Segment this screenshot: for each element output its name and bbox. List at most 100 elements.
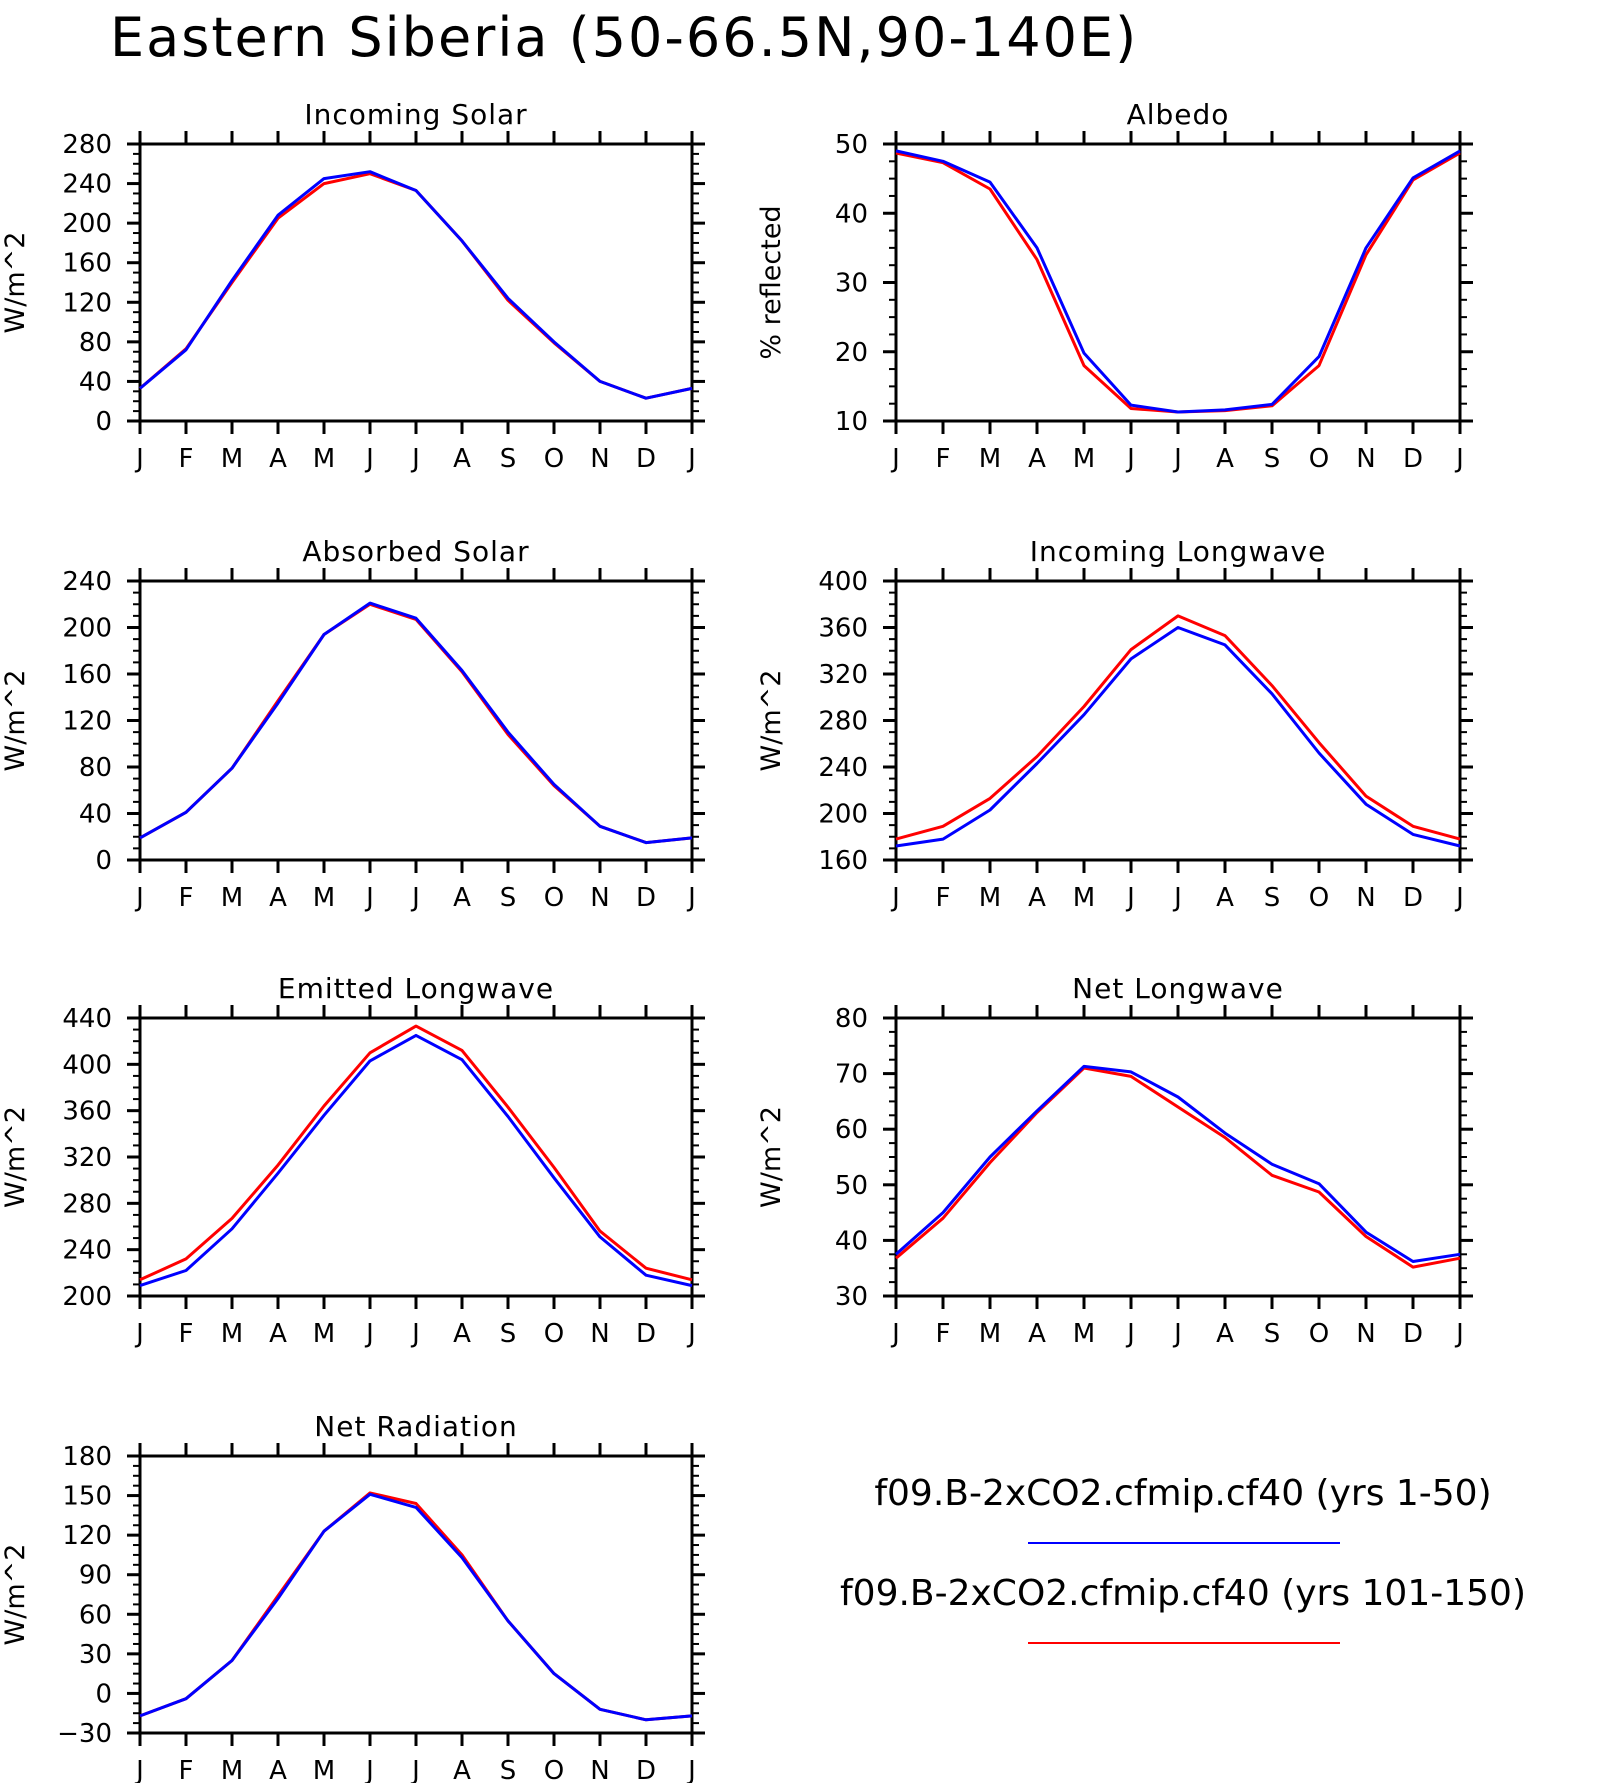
y-tick-label: 400	[62, 1050, 112, 1080]
y-tick-label: 40	[835, 1226, 868, 1256]
y-tick-label: 240	[62, 567, 112, 597]
plot-frame	[894, 142, 1462, 423]
plot-frame	[894, 1016, 1462, 1298]
x-tick-label: M	[979, 1319, 1001, 1349]
x-tick-label: M	[313, 444, 335, 474]
x-tick-label: J	[1454, 1319, 1464, 1349]
y-tick-label: 200	[818, 800, 868, 830]
plot-frame	[138, 1016, 694, 1298]
x-tick-label: J	[364, 444, 374, 474]
x-tick-label: N	[590, 1756, 609, 1783]
x-tick-label: J	[134, 883, 144, 913]
x-tick-label: J	[686, 883, 696, 913]
y-tick-label: 180	[62, 1442, 112, 1472]
series-line-yrs-101-150	[895, 614, 1461, 841]
y-axis-label: W/m^2	[756, 1106, 787, 1208]
y-tick-label: 70	[835, 1060, 868, 1090]
x-tick-label: D	[1403, 444, 1423, 474]
x-tick-label: S	[1264, 1319, 1281, 1349]
y-axis-label: W/m^2	[0, 232, 31, 334]
x-tick-label: A	[453, 444, 471, 474]
x-tick-label: A	[269, 1319, 287, 1349]
y-tick-label: 280	[818, 707, 868, 737]
panel-title: Incoming Longwave	[1030, 535, 1327, 568]
x-tick-label: J	[1454, 444, 1464, 474]
y-tick-label: 120	[62, 288, 112, 318]
x-tick-label: J	[1454, 883, 1464, 913]
y-tick-label: 10	[835, 407, 868, 437]
y-tick-label: 440	[62, 1004, 112, 1034]
x-tick-label: D	[1403, 883, 1423, 913]
x-tick-label: D	[636, 444, 656, 474]
legend: f09.B-2xCO2.cfmip.cf40 (yrs 1-50) f09.B-…	[840, 1473, 1526, 1644]
y-tick-label: 0	[95, 407, 112, 437]
x-tick-label: J	[890, 444, 900, 474]
y-tick-label: 240	[818, 753, 868, 783]
y-tick-label: 320	[62, 1143, 112, 1173]
y-axis-label: % reflected	[756, 205, 787, 359]
x-tick-label: J	[364, 1756, 374, 1783]
y-tick-label: 30	[835, 269, 868, 299]
x-tick-label: J	[134, 1319, 144, 1349]
y-tick-label: −30	[57, 1719, 112, 1749]
plot-frame	[138, 1454, 694, 1735]
x-tick-label: S	[500, 444, 517, 474]
y-tick-label: 40	[79, 367, 112, 397]
x-tick-label: O	[1309, 444, 1329, 474]
panel-title: Emitted Longwave	[278, 972, 554, 1005]
y-tick-label: 30	[79, 1640, 112, 1670]
series-line-yrs-101-150	[895, 1066, 1461, 1269]
series-line-yrs-1-50	[139, 601, 693, 845]
y-tick-label: 50	[835, 1171, 868, 1201]
panel-emitted-longwave: J F M A M J J A S O N D J200240280320360400440Emitte…	[0, 972, 705, 1349]
x-tick-label: S	[500, 1756, 517, 1783]
x-tick-label: A	[453, 883, 471, 913]
y-tick-label: 200	[62, 1282, 112, 1312]
plot-frame	[894, 579, 1462, 862]
y-tick-label: 280	[62, 1189, 112, 1219]
y-tick-label: 120	[62, 707, 112, 737]
y-tick-label: 200	[62, 614, 112, 644]
x-tick-label: J	[134, 1756, 144, 1783]
series-line-yrs-101-150	[139, 602, 693, 845]
x-tick-label: O	[544, 1756, 564, 1783]
y-tick-label: 160	[818, 846, 868, 876]
x-tick-label: M	[221, 1756, 243, 1783]
panel-title: Net Longwave	[1072, 972, 1284, 1005]
x-tick-label: F	[179, 444, 194, 474]
y-tick-label: 90	[79, 1561, 112, 1591]
x-tick-label: J	[364, 1319, 374, 1349]
panel-title: Net Radiation	[314, 1410, 517, 1443]
plot-frame	[138, 142, 694, 423]
x-tick-label: A	[453, 1319, 471, 1349]
series-line-yrs-101-150	[139, 1491, 693, 1722]
y-tick-label: 20	[835, 338, 868, 368]
series-line-yrs-1-50	[895, 149, 1461, 414]
y-tick-label: 0	[95, 846, 112, 876]
y-tick-label: 30	[835, 1282, 868, 1312]
y-tick-label: 200	[62, 209, 112, 239]
y-tick-label: 160	[62, 249, 112, 279]
x-tick-label: J	[410, 883, 420, 913]
x-tick-label: J	[1172, 883, 1182, 913]
x-tick-label: F	[936, 444, 951, 474]
x-tick-label: N	[1356, 444, 1375, 474]
figure-title: Eastern Siberia (50-66.5N,90-140E)	[110, 6, 1138, 69]
legend-label-series1: f09.B-2xCO2.cfmip.cf40 (yrs 1-50)	[874, 1473, 1491, 1514]
y-tick-label: 60	[835, 1115, 868, 1145]
x-tick-label: J	[890, 883, 900, 913]
y-tick-label: 240	[62, 1236, 112, 1266]
x-tick-label: A	[1216, 1319, 1234, 1349]
x-tick-label: J	[1125, 1319, 1135, 1349]
x-tick-label: A	[1028, 1319, 1046, 1349]
x-tick-label: S	[1264, 883, 1281, 913]
x-tick-label: N	[1356, 883, 1375, 913]
x-tick-label: A	[453, 1756, 471, 1783]
x-tick-label: M	[1073, 883, 1095, 913]
x-tick-label: D	[636, 1319, 656, 1349]
y-tick-label: 240	[62, 170, 112, 200]
y-axis-label: W/m^2	[0, 1106, 31, 1208]
x-tick-label: M	[979, 883, 1001, 913]
x-tick-label: O	[1309, 1319, 1329, 1349]
